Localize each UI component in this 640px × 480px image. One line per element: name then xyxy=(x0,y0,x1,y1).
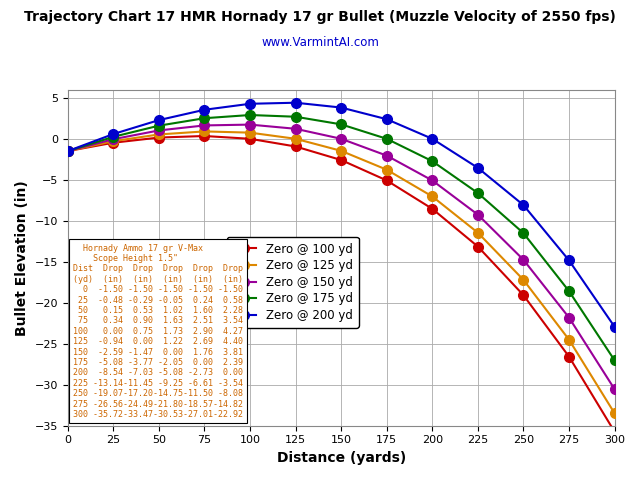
Text: Hornady Ammo 17 gr V-Max
    Scope Height 1.5"
Dist  Drop  Drop  Drop  Drop  Dro: Hornady Ammo 17 gr V-Max Scope Height 1.… xyxy=(73,243,243,419)
Legend: Zero @ 100 yd, Zero @ 125 yd, Zero @ 150 yd, Zero @ 175 yd, Zero @ 200 yd: Zero @ 100 yd, Zero @ 125 yd, Zero @ 150… xyxy=(227,237,358,328)
X-axis label: Distance (yards): Distance (yards) xyxy=(276,451,406,465)
Text: www.VarmintAI.com: www.VarmintAI.com xyxy=(261,36,379,49)
Y-axis label: Bullet Elevation (in): Bullet Elevation (in) xyxy=(15,180,29,336)
Text: Trajectory Chart 17 HMR Hornady 17 gr Bullet (Muzzle Velocity of 2550 fps): Trajectory Chart 17 HMR Hornady 17 gr Bu… xyxy=(24,10,616,24)
